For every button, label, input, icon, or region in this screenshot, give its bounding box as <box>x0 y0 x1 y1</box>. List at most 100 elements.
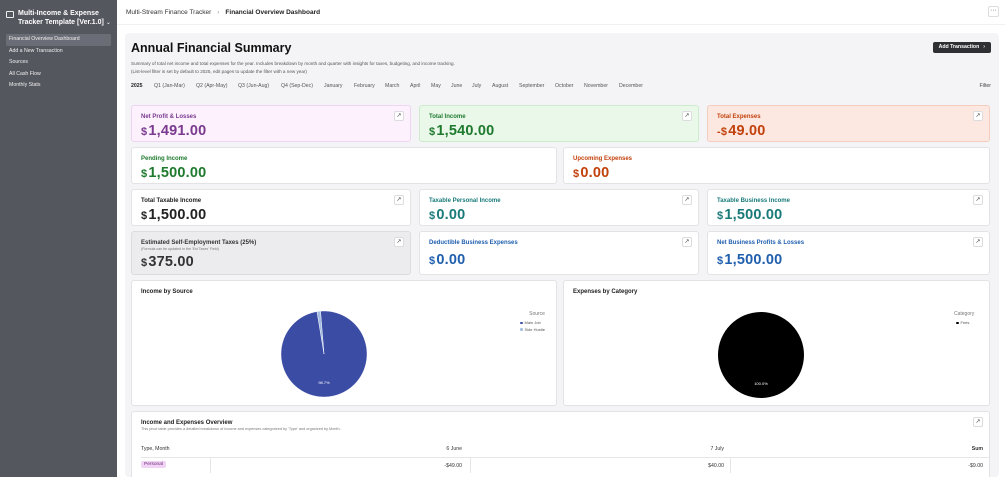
legend-item[interactable]: Main Job <box>520 320 545 325</box>
pending-income-value: $1,500.00 <box>141 165 207 181</box>
pivot-table-card: Income and Expenses Overview This pivot … <box>131 411 990 477</box>
total-expenses-value: -$49.00 <box>717 123 766 139</box>
net-business-value: $1,500.00 <box>717 252 783 268</box>
breadcrumb-current[interactable]: Financial Overview Dashboard <box>225 8 321 16</box>
chevron-down-icon[interactable]: ⌄ <box>105 20 111 26</box>
sidebar-item-dashboard[interactable]: Financial Overview Dashboard <box>6 34 111 46</box>
sidebar-item-sources[interactable]: Sources <box>9 59 29 65</box>
workspace-title[interactable]: Multi-Income & Expense Tracker Template … <box>18 10 111 26</box>
open-link-icon[interactable]: ↗ <box>394 111 404 121</box>
net-business-label: Net Business Profits & Losses <box>717 240 805 246</box>
expense-pie-svg: 100.0% <box>718 312 804 398</box>
taxable-business-label: Taxable Business Income <box>717 198 790 204</box>
tab-q1[interactable]: Q1 (Jan-Mar) <box>154 83 185 89</box>
chart-legend: Category Fees <box>954 311 974 327</box>
net-business-card: Net Business Profits & Losses $1,500.00 … <box>707 231 990 275</box>
add-transaction-button[interactable]: Add Transaction › <box>932 42 991 53</box>
chart-legend: Source Main Job Side Hustle <box>518 311 545 333</box>
breadcrumb-separator-icon: › <box>217 8 220 16</box>
self-employment-tax-value: $375.00 <box>141 254 194 270</box>
table-cell[interactable]: -$49.00 <box>444 463 462 469</box>
tab-november[interactable]: November <box>584 83 608 89</box>
sidebar: Multi-Income & Expense Tracker Template … <box>0 0 117 477</box>
open-link-icon[interactable]: ↗ <box>682 195 692 205</box>
sidebar-item-monthly-stats[interactable]: Monthly Stats <box>9 82 41 88</box>
table-row-label[interactable]: Personal <box>141 461 166 468</box>
pivot-subtitle: This pivot table provides a detailed bre… <box>141 427 341 431</box>
column-header[interactable]: 7 July <box>710 446 724 452</box>
tab-q3[interactable]: Q3 (Jun-Aug) <box>238 83 270 89</box>
pie-slice-fees[interactable] <box>718 312 804 398</box>
tab-september[interactable]: September <box>519 83 545 89</box>
pie-data-label: 100.0% <box>754 381 768 386</box>
column-header[interactable]: Sum <box>971 446 983 452</box>
dashboard-content: Annual Financial Summary Add Transaction… <box>125 33 999 477</box>
taxable-business-value: $1,500.00 <box>717 207 783 223</box>
legend-title: Category <box>954 311 975 317</box>
sidebar-item-add-transaction[interactable]: Add a New Transaction <box>9 47 63 54</box>
taxable-personal-value: $0.00 <box>429 207 466 223</box>
income-by-source-chart: Income by Source 98.7% Source Main Job S… <box>131 280 557 406</box>
pie-slice-side-hustle[interactable] <box>316 310 325 355</box>
table-cell[interactable]: $40.00 <box>708 463 724 469</box>
pending-income-label: Pending Income <box>141 156 188 162</box>
tab-q2[interactable]: Q2 (Apr-May) <box>196 83 228 89</box>
deductible-expenses-value: $0.00 <box>429 252 466 268</box>
open-link-icon[interactable]: ↗ <box>682 237 692 247</box>
net-profit-value: $1,491.00 <box>141 123 207 139</box>
expenses-by-category-chart: Expenses by Category 100.0% Category Fee… <box>563 280 990 406</box>
type-tag: Personal <box>141 461 166 468</box>
tab-july[interactable]: July <box>472 83 482 89</box>
total-expenses-label: Total Expenses <box>717 114 761 120</box>
deductible-expenses-label: Deductible Business Expenses <box>429 240 518 246</box>
total-income-value: $1,540.00 <box>429 123 495 139</box>
tab-2025[interactable]: 2025 <box>131 83 143 89</box>
tab-april[interactable]: April <box>410 83 421 89</box>
filter-button[interactable]: Filter <box>979 83 991 89</box>
tab-january[interactable]: January <box>324 83 343 89</box>
row-divider <box>141 457 989 458</box>
taxable-business-card: Taxable Business Income $1,500.00 ↗ <box>707 189 990 226</box>
deductible-expenses-card: Deductible Business Expenses $0.00 ↗ <box>419 231 699 275</box>
total-taxable-card: Total Taxable Income $1,500.00 ↗ <box>131 189 411 226</box>
more-options-icon[interactable]: ··· <box>988 6 999 17</box>
tab-may[interactable]: May <box>431 83 441 89</box>
legend-item[interactable]: Side Hustle <box>520 327 545 332</box>
upcoming-expenses-value: $0.00 <box>573 165 610 181</box>
tab-march[interactable]: March <box>385 83 400 89</box>
tab-october[interactable]: October <box>555 83 574 89</box>
page-description: Summary of total net income and total ex… <box>131 61 455 66</box>
filter-tabs: 2025 Q1 (Jan-Mar) Q2 (Apr-May) Q3 (Jun-A… <box>131 83 991 92</box>
workspace-header[interactable]: Multi-Income & Expense Tracker Template … <box>0 0 117 34</box>
chart-title: Expenses by Category <box>573 289 638 295</box>
open-link-icon[interactable]: ↗ <box>973 111 983 121</box>
open-link-icon[interactable]: ↗ <box>394 237 404 247</box>
tab-february[interactable]: February <box>354 83 375 89</box>
table-cell[interactable]: -$9.00 <box>968 463 983 469</box>
legend-item[interactable]: Fees <box>956 320 974 325</box>
column-header[interactable]: Type, Month <box>141 446 170 452</box>
page-title: Annual Financial Summary <box>131 41 292 55</box>
column-header[interactable]: 6 June <box>446 446 462 452</box>
self-employment-tax-note: (Formula can be updated in the 'Est Taxe… <box>141 247 219 251</box>
legend-title: Source <box>529 311 545 317</box>
upcoming-expenses-label: Upcoming Expenses <box>573 156 633 162</box>
pie-data-label: 98.7% <box>318 380 330 385</box>
taxable-personal-card: Taxable Personal Income $0.00 ↗ <box>419 189 699 226</box>
sidebar-item-cash-flow[interactable]: All Cash Flow <box>9 70 41 77</box>
tab-august[interactable]: August <box>492 83 509 89</box>
self-employment-tax-card: Estimated Self-Employment Taxes (25%) (F… <box>131 231 411 275</box>
total-income-card: Total Income $1,540.00 ↗ <box>419 105 699 142</box>
upcoming-expenses-card: Upcoming Expenses $0.00 <box>563 147 990 184</box>
breadcrumb-parent[interactable]: Multi-Stream Finance Tracker <box>126 8 212 16</box>
total-income-label: Total Income <box>429 114 466 120</box>
open-link-icon[interactable]: ↗ <box>973 417 983 427</box>
open-link-icon[interactable]: ↗ <box>973 237 983 247</box>
tab-q4[interactable]: Q4 (Sep-Dec) <box>281 83 313 89</box>
open-link-icon[interactable]: ↗ <box>394 195 404 205</box>
tab-december[interactable]: December <box>619 83 643 89</box>
tab-june[interactable]: June <box>451 83 463 89</box>
main-area: Multi-Stream Finance Tracker › Financial… <box>117 0 1005 477</box>
open-link-icon[interactable]: ↗ <box>682 111 692 121</box>
open-link-icon[interactable]: ↗ <box>973 195 983 205</box>
